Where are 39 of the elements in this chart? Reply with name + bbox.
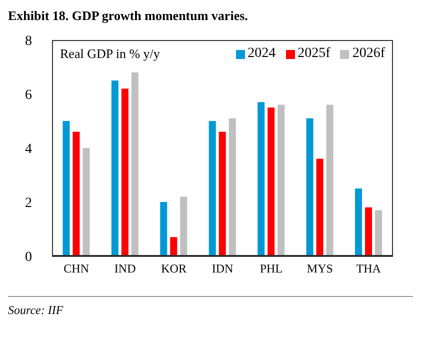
y-tick-label: 8 bbox=[25, 34, 32, 49]
x-tick-label: CHN bbox=[64, 262, 90, 276]
x-tick-label: MYS bbox=[306, 262, 333, 276]
y-tick-label: 2 bbox=[25, 196, 32, 211]
bar bbox=[121, 88, 128, 256]
legend-label: 2026f bbox=[352, 46, 385, 62]
y-tick-label: 6 bbox=[25, 88, 32, 103]
x-tick-label: IDN bbox=[212, 262, 234, 276]
legend-label: 2025f bbox=[298, 46, 330, 62]
bar bbox=[62, 121, 70, 256]
bar bbox=[82, 148, 90, 256]
bar bbox=[218, 132, 226, 256]
bar bbox=[326, 104, 334, 256]
bar bbox=[375, 210, 382, 256]
source-note: Source: IIF bbox=[8, 296, 413, 318]
bar bbox=[278, 104, 285, 256]
annotation: Real GDP in % y/y bbox=[60, 46, 160, 62]
bar bbox=[316, 158, 324, 256]
bar bbox=[72, 132, 80, 256]
bar bbox=[365, 207, 372, 256]
x-tick-label: THA bbox=[356, 262, 382, 276]
y-tick-label: 4 bbox=[25, 142, 32, 157]
bar bbox=[208, 121, 216, 256]
legend-label: 2024 bbox=[248, 46, 276, 62]
bar bbox=[268, 108, 275, 256]
bar bbox=[170, 237, 178, 256]
bar bbox=[160, 202, 168, 256]
bar bbox=[131, 72, 138, 256]
x-tick-label: KOR bbox=[161, 262, 186, 276]
bar bbox=[355, 188, 362, 256]
bar bbox=[258, 102, 265, 256]
bar bbox=[306, 118, 314, 256]
y-tick-label: 0 bbox=[25, 250, 32, 265]
bar bbox=[180, 196, 188, 256]
chart-title: Exhibit 18. GDP growth momentum varies. bbox=[8, 8, 249, 24]
bar bbox=[111, 80, 118, 256]
bar bbox=[228, 118, 236, 256]
x-tick-label: PHL bbox=[260, 262, 283, 276]
x-tick-label: IND bbox=[114, 262, 136, 276]
